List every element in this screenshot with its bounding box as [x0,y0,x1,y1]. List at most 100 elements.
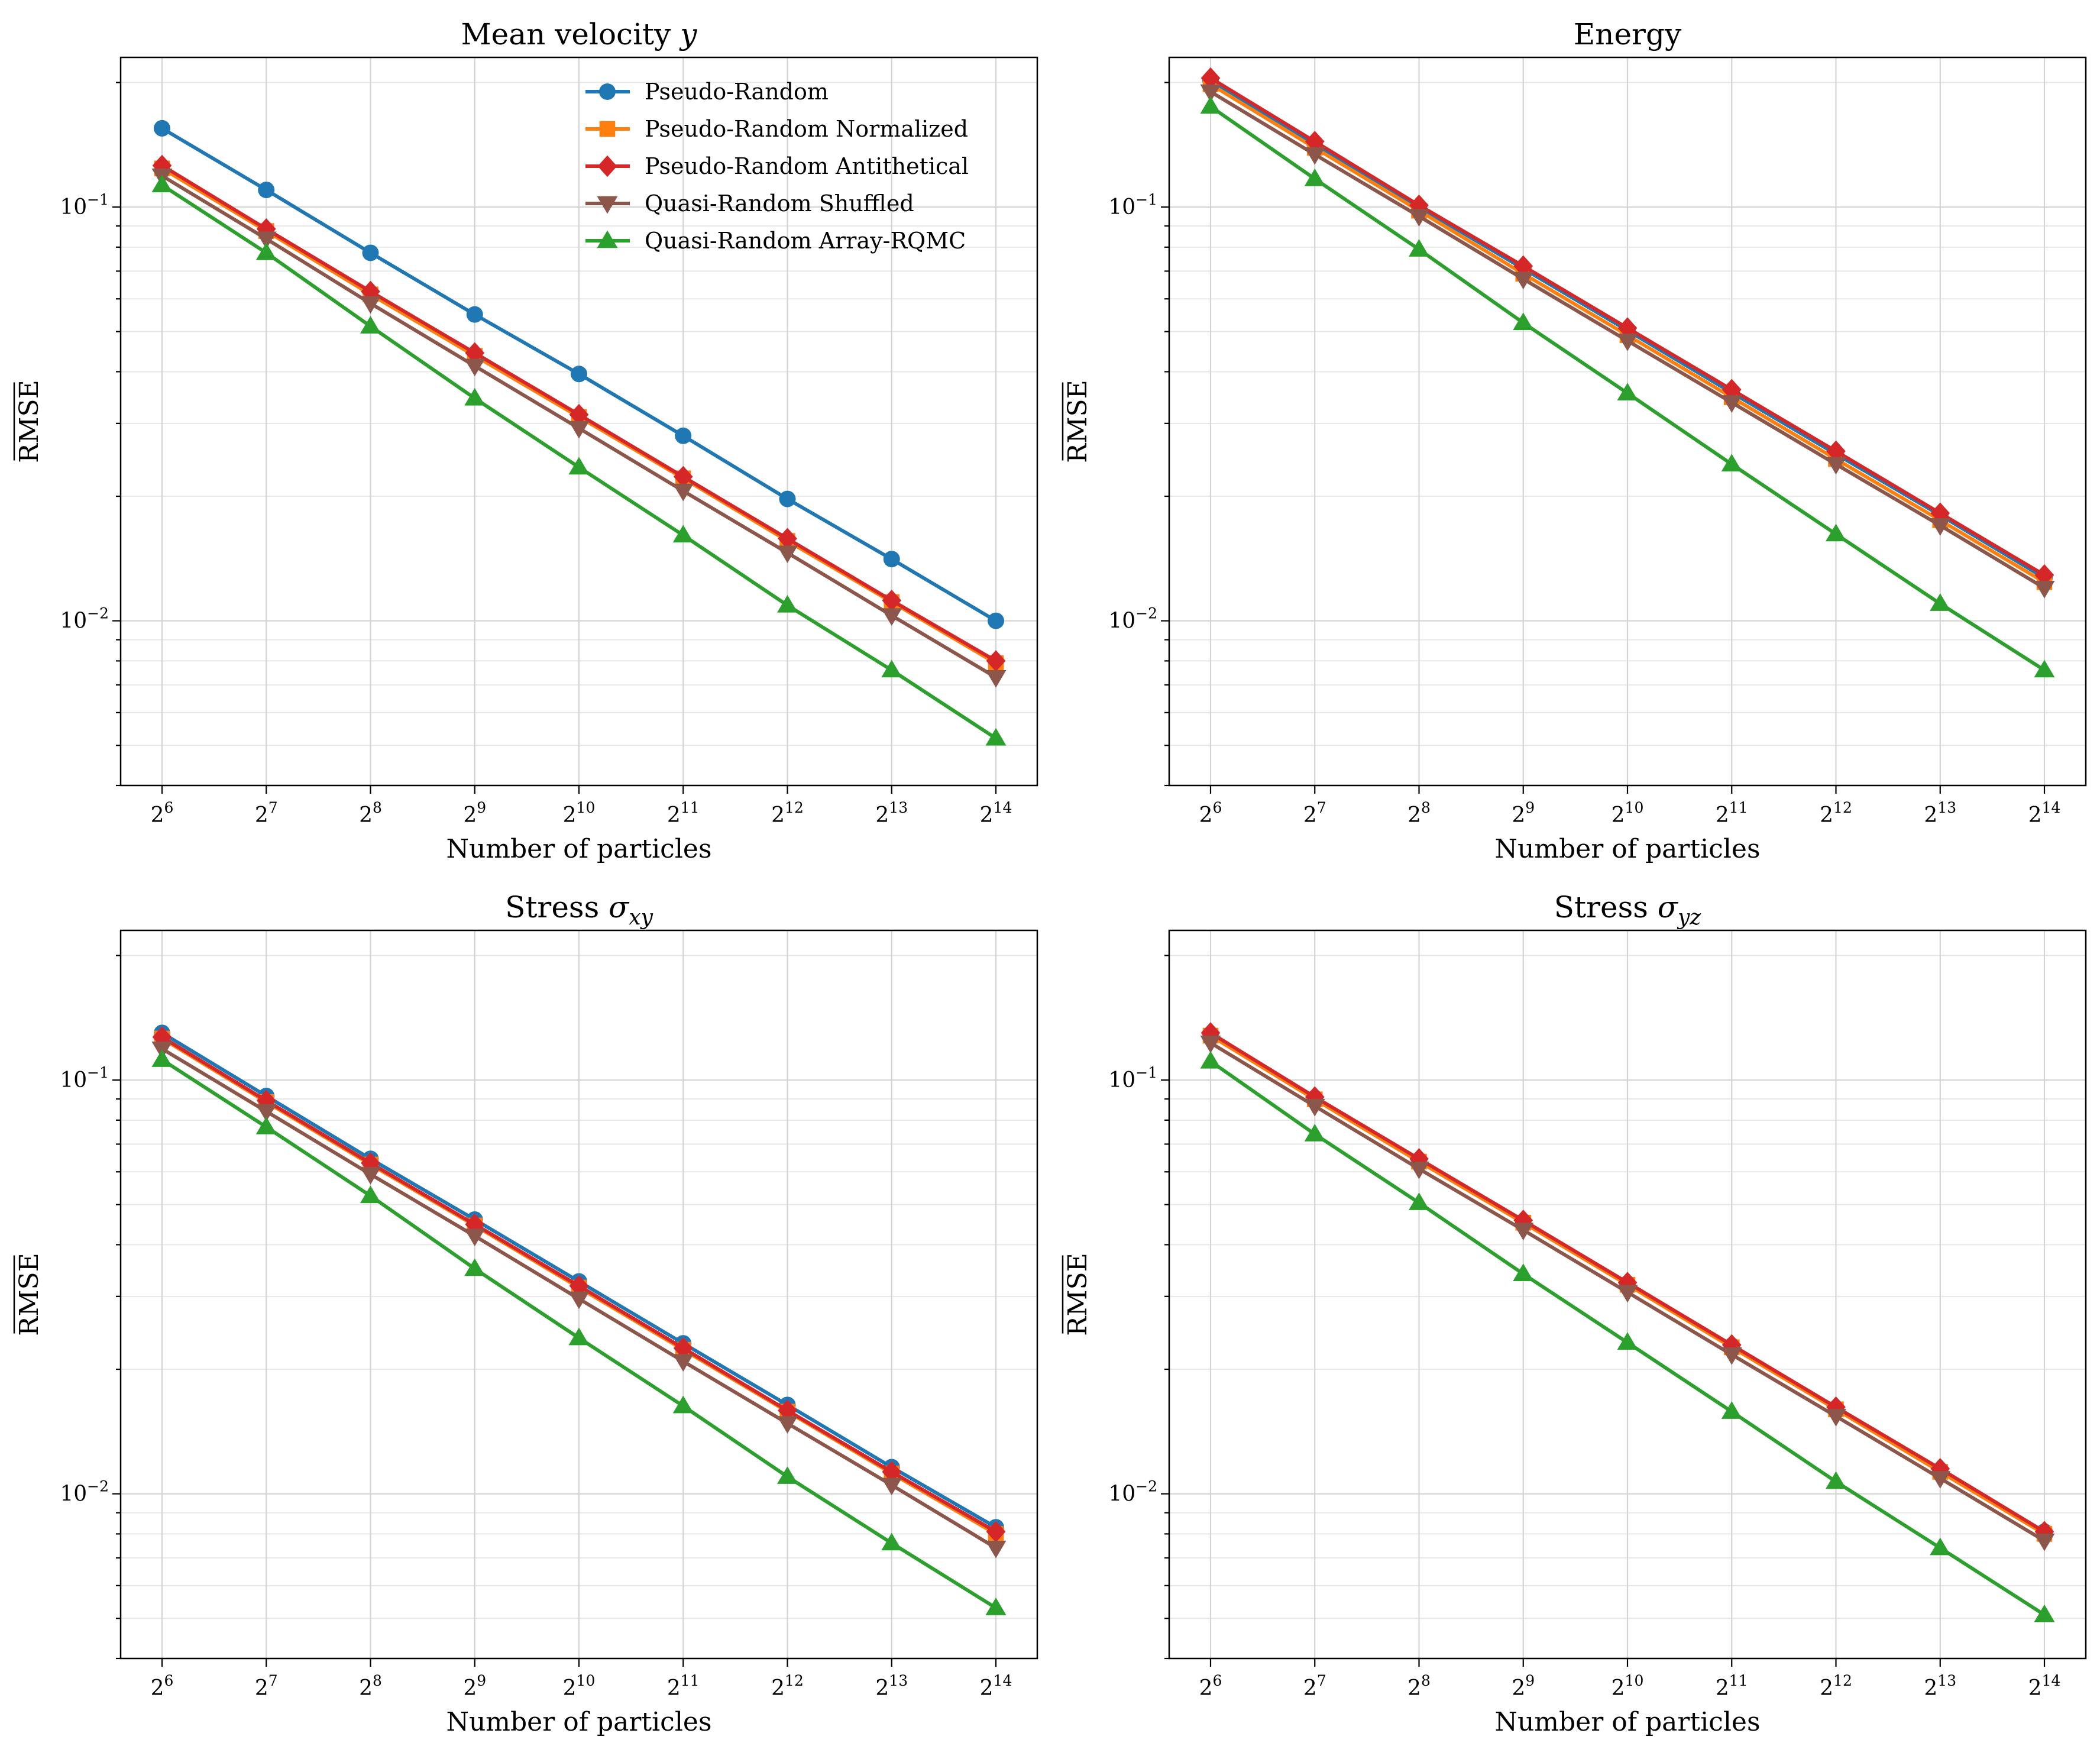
y-tick-label: 10−1 [1108,1064,1157,1092]
grid [1169,57,2086,786]
x-tick-base: 2 [255,803,268,827]
y-tick-label: 10−1 [60,191,109,219]
y-axis: 10−210−1 [60,82,121,787]
data-point [2034,1533,2055,1551]
x-tick-label: 212 [1820,799,1852,827]
x-tick-base: 2 [1199,803,1213,827]
legend-marker [597,155,617,177]
data-point [151,1049,173,1067]
title-text: Stress [505,890,609,924]
x-tick-base: 2 [1612,803,1625,827]
x-tick-exponent: 13 [889,799,908,816]
x-tick-label: 213 [875,1672,908,1700]
data-point [255,1104,277,1122]
data-point [152,1026,172,1048]
x-axis-label: Number of particles [1494,1707,1760,1737]
data-point [1200,1035,1221,1053]
data-point [1304,168,1325,186]
series-quasi-random-shuffled [1200,1035,2055,1551]
y-tick-exponent: −1 [1135,191,1157,208]
series-pseudo-random [154,119,1004,629]
title-symbol: σ [1658,890,1679,924]
data-point [1617,333,1638,351]
x-axis-label: Number of particles [446,834,711,864]
x-tick-label: 212 [771,799,804,827]
legend-item: Pseudo-Random Normalized [585,116,968,142]
data-point [985,1598,1007,1615]
x-tick-label: 214 [980,1672,1012,1700]
x-tick-base: 2 [1612,1676,1625,1700]
x-tick-exponent: 8 [373,799,382,816]
x-tick-exponent: 6 [164,799,174,816]
x-tick-base: 2 [2028,803,2042,827]
y-axis-label: RMSE [14,1253,44,1336]
series-quasi-random-shuffled [151,168,1007,688]
x-tick-base: 2 [151,803,164,827]
x-axis: 26 27 28 29 210 211 212 213 214 [151,1658,1012,1700]
data-point [1304,147,1325,165]
data-point [1409,209,1429,227]
x-tick-label: 210 [563,1672,596,1700]
data-point [2034,1604,2055,1622]
data-point [882,589,902,612]
x-tick-base: 2 [2028,1676,2042,1700]
data-point [777,594,798,613]
data-point [464,387,486,406]
x-tick-base: 2 [667,803,681,827]
subplot-title: Stress σxy [505,890,653,930]
x-tick-exponent: 10 [577,1672,596,1689]
x-tick-base: 2 [1303,803,1317,827]
data-point [258,182,275,199]
x-tick-base: 2 [1716,1676,1729,1700]
data-point [360,316,381,334]
series-quasi-random-array-rqmc [151,1049,1007,1615]
x-axis: 26 27 28 29 210 211 212 213 214 [1199,1658,2061,1700]
series-quasi-random-array-rqmc [1200,96,2055,678]
x-axis: 26 27 28 29 210 211 212 213 214 [1199,785,2061,827]
x-tick-exponent: 14 [994,1672,1012,1689]
y-axis: 10−210−1 [60,955,121,1660]
x-tick-label: 214 [2028,799,2061,827]
y-tick-exponent: −2 [1135,605,1157,622]
data-point [465,342,485,364]
x-tick-exponent: 13 [889,1672,908,1689]
x-tick-label: 27 [255,799,278,827]
series-quasi-random-array-rqmc [1200,1050,2055,1622]
x-tick-label: 26 [151,799,174,827]
data-point [255,242,277,260]
data-point [881,659,902,678]
x-axis-label: Number of particles [1494,834,1760,864]
y-tick-mantissa: 10 [60,1482,87,1506]
data-point [1617,1332,1638,1350]
title-symbol: y [679,17,697,51]
y-axis-label: RMSE [1063,380,1093,463]
data-point [672,525,694,543]
data-point [672,1354,694,1372]
series-quasi-random-shuffled [151,1041,1007,1559]
x-tick-label: 28 [1407,799,1431,827]
x-tick-base: 2 [1512,803,1525,827]
x-tick-exponent: 13 [1937,799,1956,816]
data-point [672,1395,694,1414]
y-tick-mantissa: 10 [1108,609,1135,633]
data-point [881,608,902,626]
data-point [2034,659,2055,678]
data-point [1200,96,1221,114]
x-tick-base: 2 [1716,803,1729,827]
y-tick-mantissa: 10 [60,195,87,219]
data-point [779,490,796,507]
y-tick-mantissa: 10 [1108,1482,1135,1506]
x-tick-label: 211 [1716,1672,1748,1700]
data-point [1513,255,1533,277]
data-point [1513,1223,1534,1241]
x-tick-exponent: 11 [681,1672,700,1689]
data-point [568,1291,590,1310]
legend-marker [599,121,616,137]
data-point [1513,1263,1534,1282]
data-point [568,421,590,439]
data-point [569,403,589,426]
data-point [2034,580,2055,599]
x-tick-label: 214 [2028,1672,2061,1700]
data-point [673,465,693,488]
